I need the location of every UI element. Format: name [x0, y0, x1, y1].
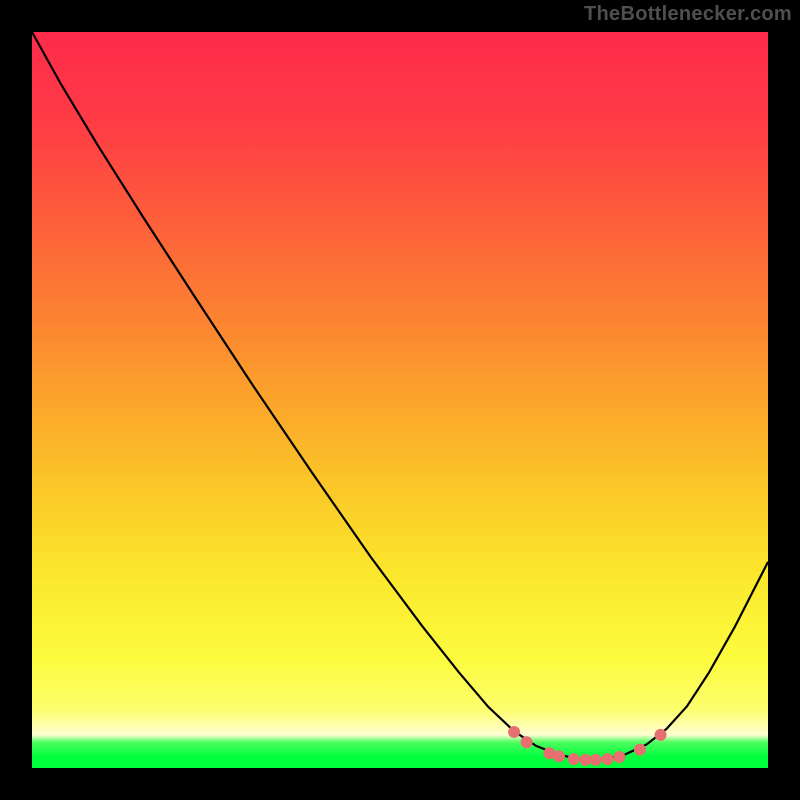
optimum-dot [634, 744, 646, 756]
optimum-dot [579, 754, 591, 766]
watermark-text: TheBottlenecker.com [584, 3, 792, 26]
optimum-dot [613, 751, 625, 763]
optimum-dot [602, 753, 614, 765]
optimum-dot [508, 726, 520, 738]
chart-container: TheBottlenecker.com [0, 0, 800, 800]
optimum-markers [508, 726, 666, 766]
dots-layer [32, 32, 768, 768]
optimum-dot [568, 753, 580, 765]
optimum-dot [553, 750, 565, 762]
optimum-dot [590, 754, 602, 766]
optimum-dot [655, 729, 667, 741]
plot-area [32, 32, 768, 768]
optimum-dot [521, 736, 533, 748]
